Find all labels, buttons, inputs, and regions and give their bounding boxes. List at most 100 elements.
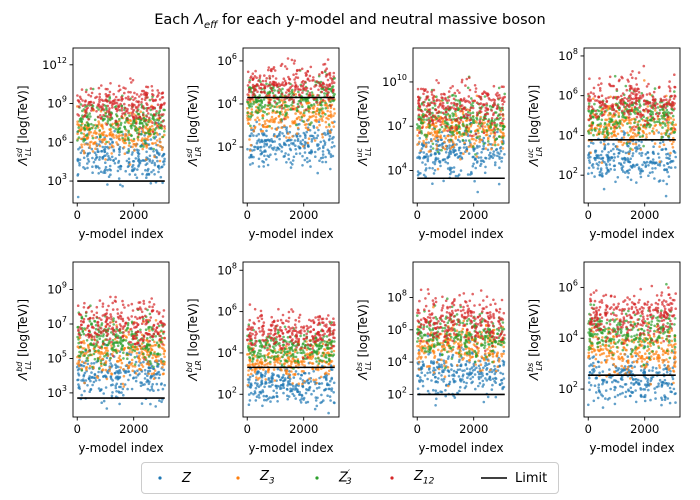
data-point (134, 379, 138, 383)
data-point (76, 120, 79, 123)
data-point (118, 369, 122, 372)
data-point (114, 363, 117, 367)
data-point (634, 99, 638, 103)
data-point (145, 123, 149, 127)
data-point (425, 110, 429, 114)
data-point (117, 177, 121, 180)
data-point (617, 111, 620, 115)
data-point (295, 117, 299, 120)
data-point (423, 155, 427, 159)
data-point (464, 139, 468, 142)
data-point (494, 161, 497, 164)
data-point (112, 99, 115, 103)
data-point (137, 364, 141, 367)
data-point (89, 342, 93, 345)
data-point (674, 155, 677, 159)
data-point (275, 148, 278, 152)
data-point (441, 111, 445, 115)
data-point (482, 144, 485, 148)
data-point (76, 94, 79, 97)
data-point (92, 160, 96, 164)
data-point (287, 81, 291, 85)
data-point (107, 154, 110, 158)
data-point (605, 135, 608, 139)
data-point (119, 358, 122, 362)
data-point (434, 108, 438, 112)
data-point (312, 114, 315, 118)
data-point (634, 93, 638, 96)
data-point (149, 366, 153, 370)
data-point (635, 181, 638, 184)
data-point (326, 109, 330, 113)
data-point (624, 151, 628, 155)
data-point (663, 95, 666, 98)
data-point (654, 106, 657, 110)
data-point (278, 143, 281, 146)
data-point (151, 117, 154, 120)
data-point (483, 125, 487, 128)
data-point (281, 87, 284, 91)
data-point (109, 375, 113, 379)
data-point (639, 175, 643, 179)
data-point (316, 148, 320, 151)
data-point (142, 139, 146, 142)
data-point (490, 109, 494, 112)
data-point (270, 127, 274, 130)
data-point (457, 124, 461, 127)
data-point (156, 165, 160, 168)
data-point (112, 317, 115, 320)
data-point (114, 157, 117, 160)
data-point (455, 107, 458, 111)
data-point (487, 143, 490, 147)
data-point (134, 96, 137, 100)
data-point (452, 107, 456, 110)
data-point (661, 126, 664, 129)
data-point (458, 146, 462, 149)
data-point (147, 382, 151, 386)
data-point (285, 161, 288, 164)
data-point (612, 164, 616, 168)
data-point (143, 356, 146, 359)
data-point (625, 142, 629, 145)
data-point (427, 108, 431, 112)
data-point (79, 97, 83, 101)
data-point (104, 134, 108, 137)
data-point (267, 66, 271, 69)
data-point (673, 127, 677, 131)
data-point (315, 100, 318, 104)
data-point (629, 73, 633, 76)
data-point (495, 123, 499, 126)
data-point (85, 368, 88, 372)
data-point (462, 146, 466, 149)
data-point (459, 151, 462, 155)
data-point (666, 162, 670, 165)
data-point (294, 85, 297, 88)
data-point (494, 138, 497, 141)
data-point (142, 360, 145, 364)
data-point (628, 160, 632, 164)
data-point (435, 111, 439, 115)
data-point (469, 124, 473, 128)
data-point (131, 151, 134, 154)
data-point (482, 160, 486, 163)
data-point (651, 95, 655, 99)
data-point (284, 81, 288, 85)
data-point (273, 135, 277, 138)
data-point (127, 157, 131, 161)
data-point (299, 140, 302, 143)
data-point (599, 169, 603, 172)
data-point (592, 86, 596, 90)
data-point (145, 176, 148, 179)
data-point (159, 144, 162, 148)
data-point (593, 102, 596, 106)
data-point (155, 150, 159, 153)
data-point (498, 135, 501, 138)
data-point (106, 115, 109, 118)
data-point (594, 113, 597, 116)
data-point (635, 145, 638, 149)
data-point (591, 122, 595, 125)
x-axis-label: y-model index (248, 227, 333, 241)
data-point (135, 176, 139, 179)
data-point (435, 95, 438, 98)
data-point (456, 89, 459, 92)
